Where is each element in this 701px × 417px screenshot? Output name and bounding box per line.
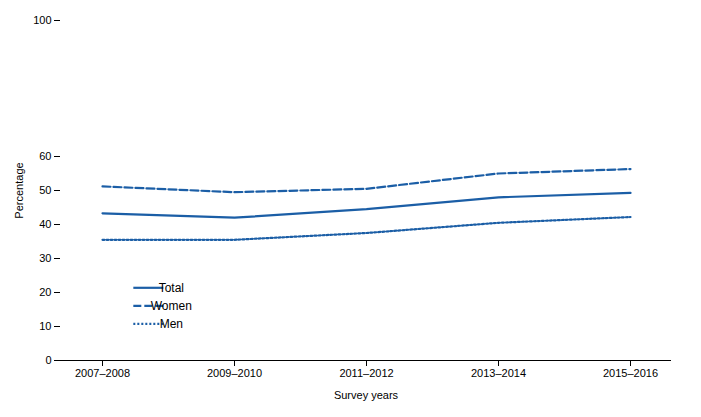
svg-text:2011–2012: 2011–2012 <box>339 367 393 379</box>
svg-text:0: 0 <box>45 354 51 366</box>
svg-text:2015–2016: 2015–2016 <box>603 367 658 379</box>
svg-text:Total: Total <box>159 281 184 295</box>
svg-text:100: 100 <box>33 14 51 26</box>
svg-text:2009–2010: 2009–2010 <box>207 367 262 379</box>
svg-text:50: 50 <box>39 184 51 196</box>
svg-text:Percentage: Percentage <box>13 162 25 218</box>
svg-text:Men: Men <box>160 317 183 331</box>
svg-text:Survey years: Survey years <box>334 389 399 401</box>
svg-text:60: 60 <box>39 150 51 162</box>
svg-text:30: 30 <box>39 252 51 264</box>
svg-text:10: 10 <box>39 320 51 332</box>
svg-text:20: 20 <box>39 286 51 298</box>
svg-text:Women: Women <box>151 299 192 313</box>
svg-text:2013–2014: 2013–2014 <box>471 367 526 379</box>
svg-text:2007–2008: 2007–2008 <box>75 367 130 379</box>
svg-text:40: 40 <box>39 218 51 230</box>
